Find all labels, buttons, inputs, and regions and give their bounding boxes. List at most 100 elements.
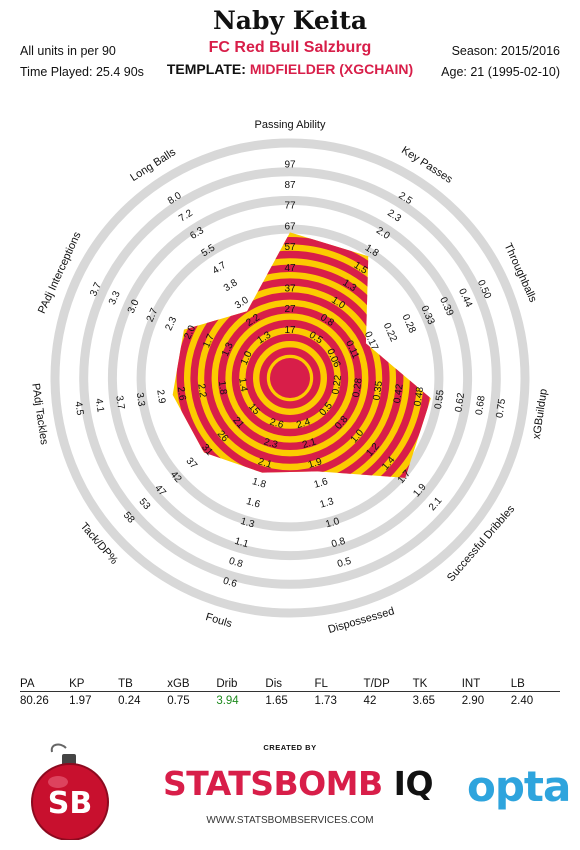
tick-label: 17 <box>284 325 296 336</box>
background-rings <box>50 138 530 618</box>
tick-label: 0.48 <box>412 386 426 407</box>
stats-value-cell: 0.24 <box>118 695 141 707</box>
stats-value-cell: 0.75 <box>167 695 190 707</box>
stats-value-cell: 1.97 <box>69 695 92 707</box>
polygon-band <box>259 347 321 409</box>
tick-label: 27 <box>284 304 296 315</box>
tick-label: 0.75 <box>494 398 508 419</box>
tick-label: 77 <box>284 201 296 212</box>
tick-label: 37 <box>284 284 296 295</box>
stats-header-cell: TK <box>412 678 462 692</box>
tick-label: 67 <box>284 221 296 232</box>
tick-label: 0.28 <box>400 313 418 336</box>
stats-header-cell: PA <box>20 678 70 692</box>
polygon-band <box>176 264 404 478</box>
stats-header-cell: FL <box>314 678 364 692</box>
stats-header-row: PA KP TB xGB Drib Dis FL T/DP TK INT LB <box>20 678 560 692</box>
tick-label: 0.35 <box>372 380 386 401</box>
tick-label: 1.3 <box>239 516 256 531</box>
tick-label: 3.7 <box>113 395 126 411</box>
polygon-band <box>217 306 363 451</box>
stats-value-row: 80.26 1.97 0.24 0.75 3.94 1.65 1.73 42 3.65 2.90 2… <box>20 692 560 707</box>
tick-label: 0.55 <box>433 389 447 410</box>
background-ring <box>50 138 530 618</box>
stats-header-cell: TB <box>118 678 168 692</box>
stats-header-cell: xGB <box>167 678 217 692</box>
polygon-center <box>270 358 310 398</box>
opta-logo: opta <box>467 762 571 811</box>
player-name: Naby Keita <box>212 6 368 35</box>
tick-label: 0.22 <box>381 321 399 344</box>
statsbomb-bomb-logo: SB <box>31 743 109 840</box>
stats-header-cell: Dis <box>265 678 315 692</box>
time-played: Time Played: 25.4 90s <box>20 65 144 79</box>
tick-label: 7.2 <box>177 207 195 224</box>
tick-label: 2.1 <box>301 436 318 451</box>
polygon-band <box>204 292 376 464</box>
tick-label: 37 <box>183 456 199 472</box>
tick-label: 97 <box>284 159 296 170</box>
tick-label: 0.28 <box>351 377 365 398</box>
tick-label: 47 <box>284 263 296 274</box>
tick-label: 1.1 <box>233 536 250 551</box>
tick-label: 2.2 <box>195 383 208 399</box>
tick-label: 2.3 <box>262 437 279 452</box>
tick-label: 2.1 <box>257 456 274 471</box>
polygon-band <box>245 333 335 423</box>
tick-label: 3.8 <box>222 277 240 294</box>
tick-label: 0.22 <box>331 374 345 395</box>
stats-header-cell: KP <box>69 678 119 692</box>
tick-label: 1.8 <box>216 380 229 396</box>
metric-label: Key Passes <box>399 144 455 186</box>
tick-label: 2.4 <box>295 417 312 432</box>
tick-label: 1.6 <box>313 476 330 491</box>
tick-label: 87 <box>284 180 296 191</box>
tick-label: 1.3 <box>220 341 236 359</box>
tick-label: 1.0 <box>239 349 255 367</box>
stats-table: PA KP TB xGB Drib Dis FL T/DP TK INT LB 80.26 1.97 0… <box>20 678 560 707</box>
tick-label: 1.3 <box>319 496 336 511</box>
tick-label: 1.7 <box>201 332 217 350</box>
background-ring <box>136 224 444 532</box>
template-label: TEMPLATE: <box>166 61 246 77</box>
stats-header-cell: LB <box>510 678 560 692</box>
tick-label: 0.8 <box>330 536 347 551</box>
tick-label: 0.8 <box>227 556 244 571</box>
stats-value-cell: 80.26 <box>20 695 49 707</box>
background-ring <box>107 195 473 561</box>
statsbomb-iq-logo: STATSBOMB IQ <box>163 764 434 803</box>
stats-header-cell: INT <box>461 678 511 692</box>
tick-label: 2.6 <box>268 417 285 432</box>
stats-header-cell: T/DP <box>363 678 413 692</box>
tick-label: 57 <box>284 242 296 253</box>
metric-label: Passing Ability <box>255 119 326 131</box>
sb-logo-text: SB <box>48 786 92 821</box>
metric-label: PAdj Tackles <box>29 382 50 446</box>
tick-label: 0.62 <box>453 392 467 413</box>
background-ring <box>79 167 501 589</box>
tick-label: 3.3 <box>107 289 123 307</box>
tick-label: 2.6 <box>175 386 188 402</box>
tick-label: 3.7 <box>88 280 104 298</box>
tick-label: 1.8 <box>251 476 268 491</box>
tick-label: 1.4 <box>236 377 249 393</box>
stats-value-cell: 3.65 <box>412 695 436 707</box>
tick-label: 4.5 <box>72 401 85 417</box>
stats-header-cell: Drib <box>216 678 266 692</box>
metric-label: xGBuildup <box>531 388 550 440</box>
units-note: All units in per 90 <box>20 44 116 58</box>
stats-value-cell: 42 <box>363 695 377 707</box>
tick-label: 0.44 <box>456 287 474 310</box>
tick-label: 2.9 <box>154 389 167 405</box>
tick-label: 2.7 <box>145 306 161 324</box>
polygon-band <box>231 319 349 437</box>
age-label: Age: 21 (1995-02-10) <box>441 65 560 79</box>
tick-label: 2.0 <box>182 323 198 341</box>
tick-label: 2.3 <box>164 315 180 333</box>
tick-label: 0.68 <box>474 395 488 416</box>
stats-value-cell: 1.73 <box>314 695 337 707</box>
created-by: CREATED BY <box>263 743 317 752</box>
team-name: FC Red Bull Salzburg <box>208 39 372 56</box>
radar-chart: 1727374757677787970.50.81.01.31.51.82.02… <box>29 119 550 636</box>
website-link[interactable]: WWW.STATSBOMBSERVICES.COM <box>206 815 374 826</box>
